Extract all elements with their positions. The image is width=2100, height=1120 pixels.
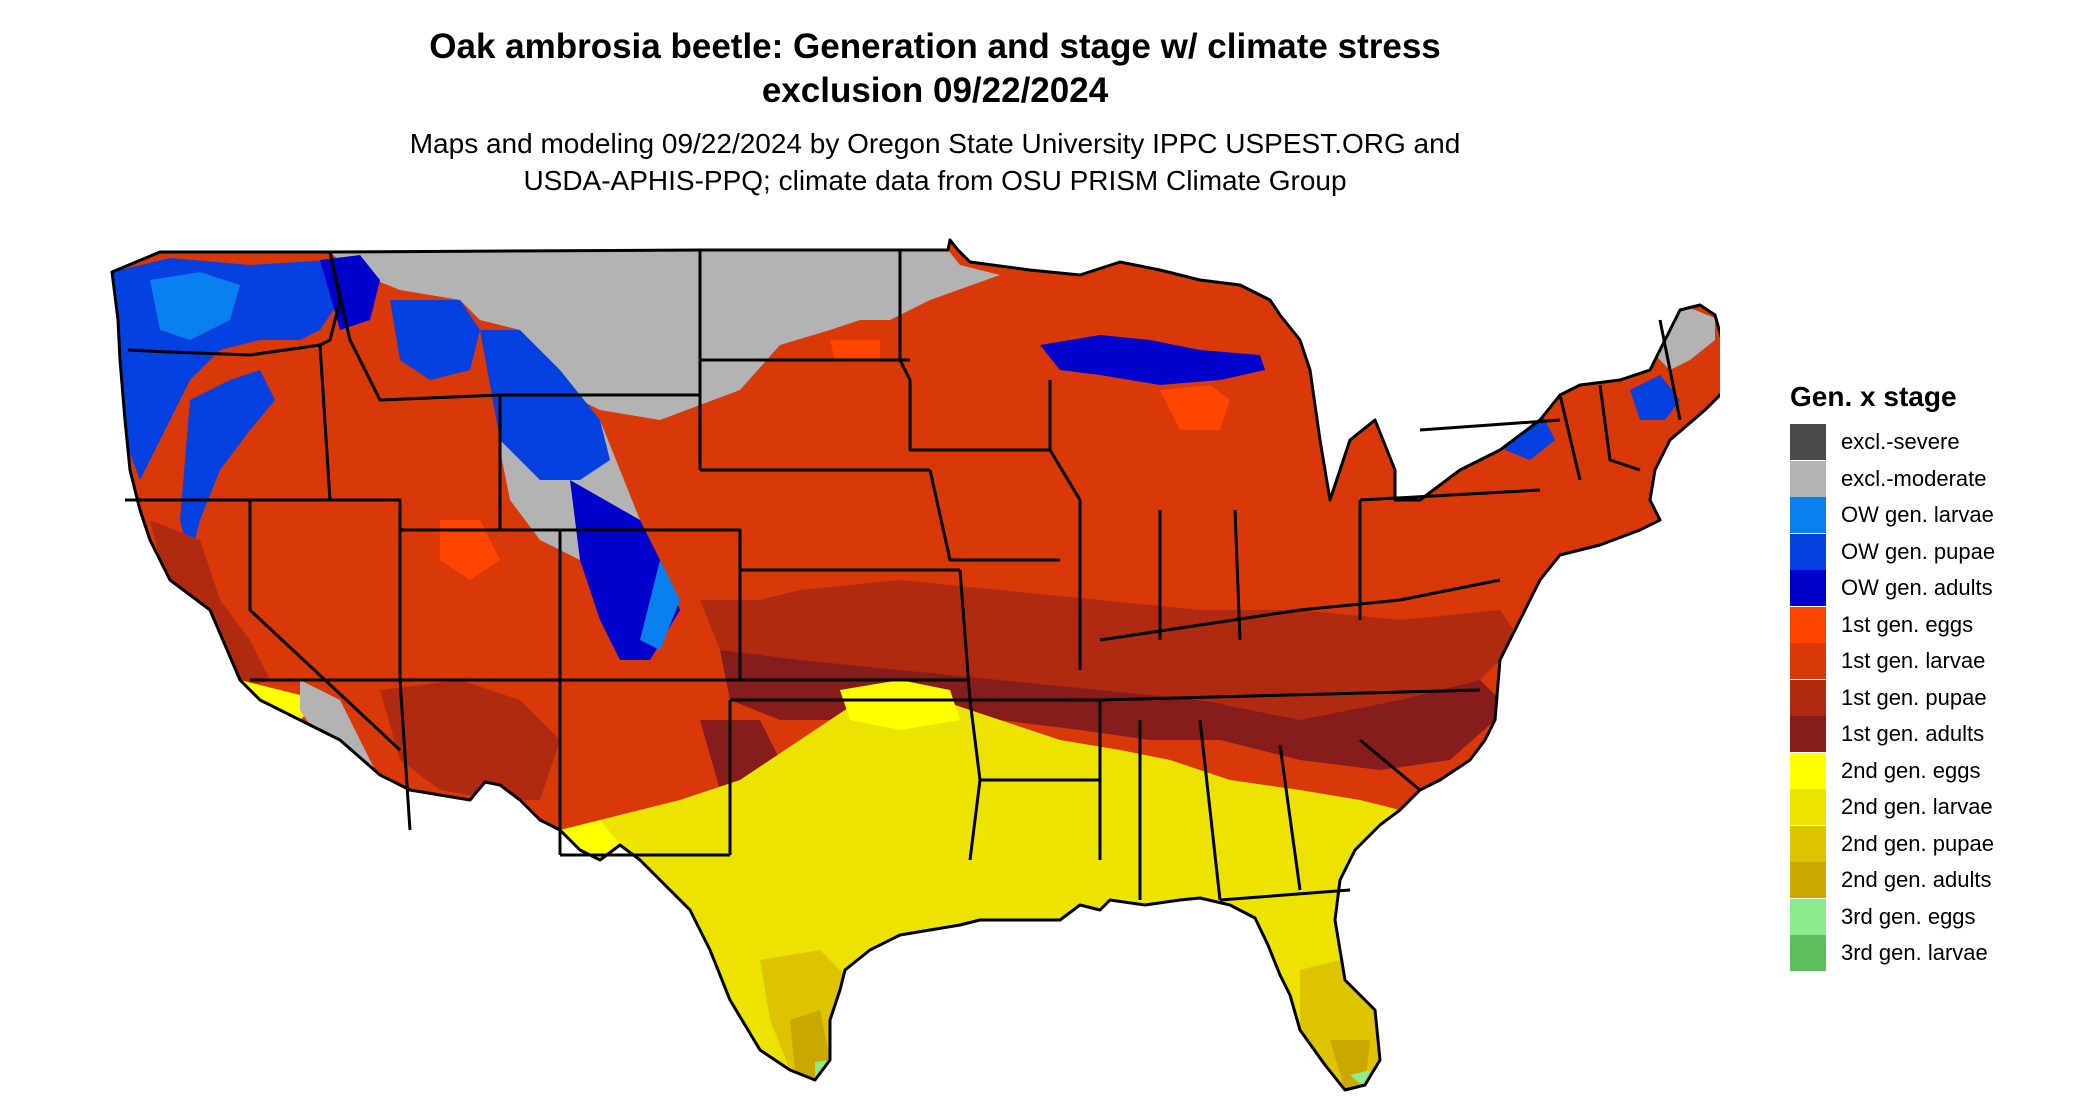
legend-label: OW gen. adults bbox=[1841, 575, 1993, 601]
legend-label: excl.-moderate bbox=[1841, 465, 1987, 491]
legend-item: 2nd gen. adults bbox=[1790, 862, 1995, 899]
legend-item: OW gen. larvae bbox=[1790, 497, 1995, 534]
legend-label: 1st gen. pupae bbox=[1841, 684, 1987, 710]
legend-item: 3rd gen. eggs bbox=[1790, 898, 1995, 936]
legend-title: Gen. x stage bbox=[1790, 381, 1957, 412]
legend-items: excl.-severe excl.-moderate OW gen. larvae… bbox=[1790, 424, 1995, 972]
us-stage-map bbox=[110, 238, 1720, 1092]
legend-item: OW gen. pupae bbox=[1790, 533, 1996, 571]
legend-item: OW gen. adults bbox=[1790, 570, 1995, 607]
legend-swatch bbox=[1790, 570, 1826, 607]
legend-label: 3rd gen. eggs bbox=[1841, 903, 1976, 929]
legend-swatch bbox=[1790, 716, 1826, 753]
legend-label: 1st gen. larvae bbox=[1841, 648, 1986, 674]
map-subtitle-line-2: USDA-APHIS-PPQ; climate data from OSU PR… bbox=[523, 165, 1347, 196]
legend-swatch bbox=[1790, 497, 1826, 534]
legend-label: OW gen. pupae bbox=[1841, 538, 1996, 564]
legend-label: OW gen. larvae bbox=[1841, 502, 1994, 528]
legend-swatch bbox=[1790, 643, 1826, 680]
legend-swatch bbox=[1790, 898, 1826, 935]
legend-swatch bbox=[1790, 460, 1826, 497]
legend-label: excl.-severe bbox=[1841, 429, 1960, 455]
legend-label: 1st gen. eggs bbox=[1841, 611, 1974, 637]
legend-label: 1st gen. adults bbox=[1841, 721, 1985, 747]
legend-swatch bbox=[1790, 789, 1826, 826]
legend-item: 1st gen. eggs bbox=[1790, 606, 1995, 644]
legend-item: 1st gen. adults bbox=[1790, 716, 1995, 753]
legend-swatch bbox=[1790, 825, 1826, 862]
legend-item: 2nd gen. eggs bbox=[1790, 752, 1995, 790]
map-title-line-1: Oak ambrosia beetle: Generation and stag… bbox=[429, 27, 1441, 66]
legend-item: excl.-severe bbox=[1790, 424, 1995, 461]
legend-label: 2nd gen. adults bbox=[1841, 867, 1992, 893]
legend-item: excl.-moderate bbox=[1790, 460, 1995, 498]
legend-label: 3rd gen. larvae bbox=[1841, 940, 1988, 966]
legend-label: 2nd gen. eggs bbox=[1841, 757, 1981, 783]
legend-item: 2nd gen. pupae bbox=[1790, 825, 1995, 863]
legend-swatch bbox=[1790, 533, 1826, 570]
legend-swatch bbox=[1790, 679, 1826, 716]
legend-swatch bbox=[1790, 862, 1826, 899]
map-subtitle-line-1: Maps and modeling 09/22/2024 by Oregon S… bbox=[409, 128, 1461, 159]
map-title-line-2: exclusion 09/22/2024 bbox=[761, 71, 1109, 110]
legend-label: 2nd gen. pupae bbox=[1841, 830, 1994, 856]
legend-swatch bbox=[1790, 424, 1826, 461]
legend-item: 3rd gen. larvae bbox=[1790, 935, 1995, 972]
legend-swatch bbox=[1790, 606, 1826, 643]
legend-item: 2nd gen. larvae bbox=[1790, 789, 1995, 826]
legend-label: 2nd gen. larvae bbox=[1841, 794, 1993, 820]
legend-item: 1st gen. larvae bbox=[1790, 643, 1995, 680]
map-legend: Gen. x stage excl.-severe excl.-moderate O… bbox=[1790, 380, 1995, 972]
legend-swatch bbox=[1790, 752, 1826, 789]
legend-swatch bbox=[1790, 935, 1826, 972]
legend-item: 1st gen. pupae bbox=[1790, 679, 1995, 717]
